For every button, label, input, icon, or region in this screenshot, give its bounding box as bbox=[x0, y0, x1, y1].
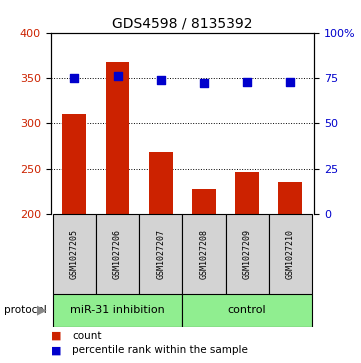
FancyBboxPatch shape bbox=[139, 214, 182, 294]
FancyBboxPatch shape bbox=[96, 214, 139, 294]
FancyBboxPatch shape bbox=[269, 214, 312, 294]
Point bbox=[287, 79, 293, 85]
Text: GSM1027207: GSM1027207 bbox=[156, 229, 165, 279]
FancyBboxPatch shape bbox=[182, 214, 226, 294]
Text: ▶: ▶ bbox=[37, 304, 46, 317]
Text: count: count bbox=[72, 331, 102, 341]
Point bbox=[201, 81, 207, 86]
Text: percentile rank within the sample: percentile rank within the sample bbox=[72, 345, 248, 355]
Bar bbox=[62, 114, 86, 214]
Text: GSM1027206: GSM1027206 bbox=[113, 229, 122, 279]
Text: GSM1027210: GSM1027210 bbox=[286, 229, 295, 279]
Text: GSM1027209: GSM1027209 bbox=[243, 229, 252, 279]
Point bbox=[244, 79, 250, 85]
Text: GSM1027205: GSM1027205 bbox=[70, 229, 79, 279]
Text: GSM1027208: GSM1027208 bbox=[199, 229, 208, 279]
Title: GDS4598 / 8135392: GDS4598 / 8135392 bbox=[112, 16, 253, 30]
Text: ■: ■ bbox=[51, 331, 61, 341]
FancyBboxPatch shape bbox=[53, 294, 182, 327]
Text: miR-31 inhibition: miR-31 inhibition bbox=[70, 305, 165, 315]
Bar bbox=[106, 62, 129, 214]
Bar bbox=[235, 172, 259, 214]
Bar bbox=[149, 152, 173, 214]
Text: ■: ■ bbox=[51, 345, 61, 355]
FancyBboxPatch shape bbox=[182, 294, 312, 327]
Bar bbox=[192, 189, 216, 214]
Point bbox=[158, 77, 164, 83]
Bar bbox=[278, 182, 302, 214]
Point bbox=[71, 75, 77, 81]
Point bbox=[114, 73, 120, 79]
Text: protocol: protocol bbox=[4, 305, 46, 315]
Text: control: control bbox=[228, 305, 266, 315]
FancyBboxPatch shape bbox=[226, 214, 269, 294]
FancyBboxPatch shape bbox=[53, 214, 96, 294]
